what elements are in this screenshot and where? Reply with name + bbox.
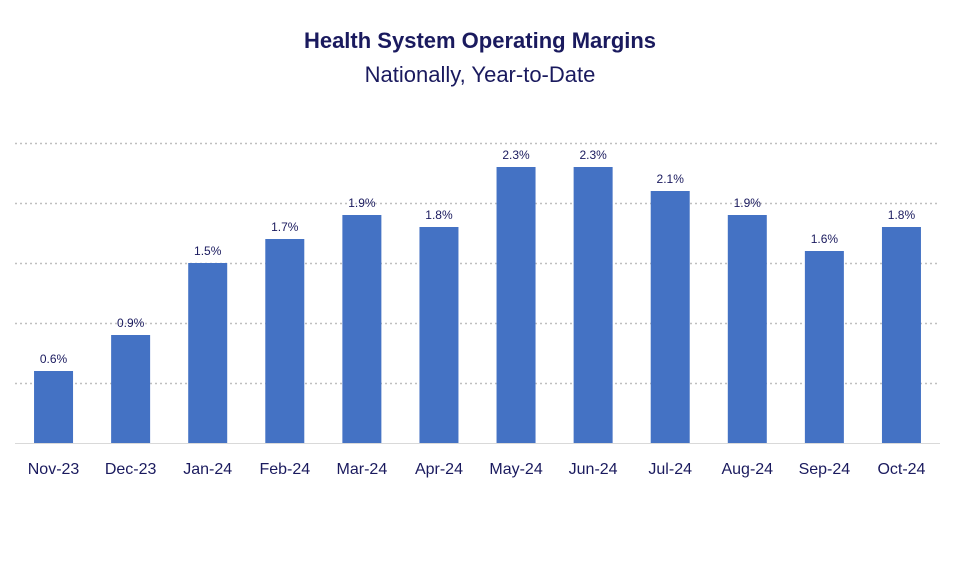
x-tick-apr-24: Apr-24	[415, 461, 463, 478]
x-tick-feb-24: Feb-24	[259, 461, 310, 478]
bar-sep-24	[804, 251, 844, 443]
bars	[34, 167, 921, 443]
x-tick-may-24: May-24	[489, 461, 542, 478]
x-tick-mar-24: Mar-24	[337, 461, 388, 478]
bar-mar-24	[342, 215, 382, 443]
data-label-may-24: 2.3%	[502, 148, 530, 162]
gridlines	[15, 142, 940, 385]
bar-oct-24	[881, 227, 921, 443]
x-axis: Nov-23 Dec-23 Jan-24 Feb-24 Mar-24 Apr-24 May-…	[15, 443, 940, 478]
data-label-feb-24: 1.7%	[271, 220, 299, 234]
data-label-jan-24: 1.5%	[194, 244, 222, 258]
bar-jun-24	[573, 167, 613, 443]
bar-feb-24	[265, 239, 305, 443]
bar-may-24	[496, 167, 536, 443]
data-label-dec-23: 0.9%	[117, 316, 145, 330]
x-tick-sep-24: Sep-24	[799, 461, 851, 478]
chart-title: Health System Operating Margins	[303, 28, 657, 53]
data-label-nov-23: 0.6%	[40, 352, 68, 366]
x-tick-oct-24: Oct-24	[877, 461, 925, 478]
chart-subtitle: Nationally, Year-to-Date	[364, 62, 596, 87]
data-label-oct-24: 1.8%	[888, 208, 916, 222]
x-tick-jul-24: Jul-24	[648, 461, 692, 478]
data-label-jul-24: 2.1%	[657, 172, 685, 186]
x-tick-nov-23: Nov-23	[28, 461, 80, 478]
bar-jul-24	[650, 191, 690, 443]
data-label-jun-24: 2.3%	[579, 148, 607, 162]
x-tick-jun-24: Jun-24	[569, 461, 618, 478]
bar-dec-23	[111, 335, 151, 443]
x-tick-dec-23: Dec-23	[105, 461, 157, 478]
x-tick-aug-24: Aug-24	[721, 461, 773, 478]
data-labels: 0.6% 0.9% 1.5% 1.7% 1.9% 1.8% 2.3% 2.3% 2.1% 1.9%…	[40, 148, 916, 366]
bar-nov-23	[34, 371, 74, 443]
data-label-mar-24: 1.9%	[348, 196, 376, 210]
bar-apr-24	[419, 227, 459, 443]
data-label-apr-24: 1.8%	[425, 208, 453, 222]
x-tick-jan-24: Jan-24	[183, 461, 232, 478]
data-label-sep-24: 1.6%	[811, 232, 839, 246]
data-label-aug-24: 1.9%	[734, 196, 762, 210]
bar-aug-24	[727, 215, 767, 443]
bar-jan-24	[188, 263, 228, 443]
